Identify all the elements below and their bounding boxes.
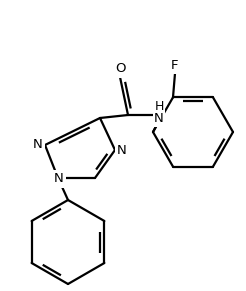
- Text: F: F: [171, 59, 179, 72]
- Text: N: N: [54, 173, 64, 185]
- Text: H: H: [154, 100, 164, 113]
- Text: N: N: [154, 113, 164, 125]
- Text: O: O: [116, 63, 126, 75]
- Text: N: N: [33, 139, 43, 152]
- Text: N: N: [117, 143, 127, 157]
